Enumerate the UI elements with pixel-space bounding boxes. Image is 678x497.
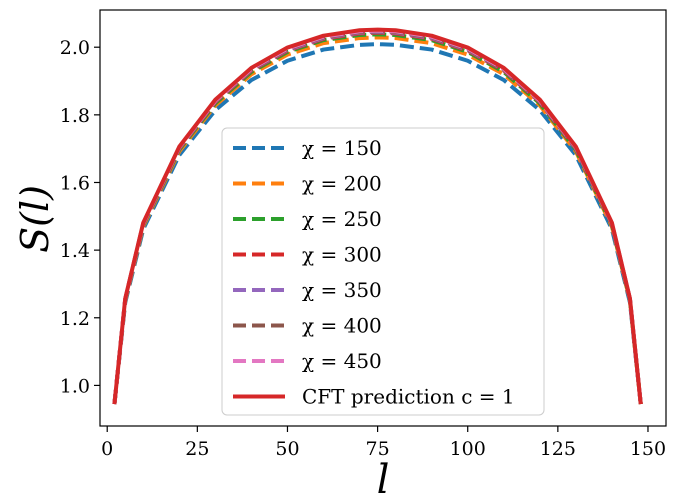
y-tick-label: 1.6 <box>60 172 90 194</box>
legend-label-6: χ = 400 <box>302 314 382 338</box>
y-tick-label: 2.0 <box>60 37 90 59</box>
y-tick-label: 1.0 <box>60 375 90 397</box>
x-tick-label: 50 <box>275 438 299 460</box>
legend-label-3: χ = 250 <box>302 207 382 231</box>
x-tick-label: 0 <box>101 438 113 460</box>
legend-label-1: χ = 150 <box>302 136 382 160</box>
x-tick-label: 100 <box>450 438 486 460</box>
y-axis-label: S(l) <box>13 185 57 253</box>
plot-frame <box>99 9 667 427</box>
x-axis-ticks: 0 25 50 75 100 125 150 <box>101 426 666 460</box>
x-axis-label: l <box>377 457 390 497</box>
legend-label-4: χ = 300 <box>302 243 382 267</box>
series-curves <box>112 27 643 405</box>
legend-label-5: χ = 350 <box>302 278 382 302</box>
x-tick-label: 25 <box>185 438 209 460</box>
y-tick-label: 1.4 <box>60 240 90 262</box>
legend-label-8: CFT prediction c = 1 <box>302 385 515 409</box>
legend: χ = 150 χ = 200 χ = 250 χ = 300 χ = 350 χ = 4… <box>221 127 545 416</box>
legend-label-2: χ = 200 <box>302 172 382 196</box>
y-tick-label: 1.2 <box>60 308 90 330</box>
legend-box <box>221 127 545 416</box>
x-tick-label: 75 <box>365 438 389 460</box>
y-axis-ticks: 1.0 1.2 1.4 1.6 1.8 2.0 <box>60 37 100 397</box>
x-tick-label: 150 <box>630 438 666 460</box>
y-tick-label: 1.8 <box>60 105 90 127</box>
series-line-8 <box>112 27 643 405</box>
legend-label-7: χ = 450 <box>302 349 382 373</box>
x-tick-label: 125 <box>540 438 576 460</box>
